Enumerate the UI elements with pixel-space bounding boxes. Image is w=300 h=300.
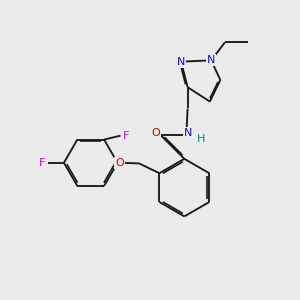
Text: F: F [38,158,45,168]
Text: N: N [207,56,215,65]
Text: O: O [151,128,160,138]
Text: O: O [115,158,124,168]
Text: F: F [123,130,130,141]
Text: H: H [196,134,205,143]
Text: N: N [177,57,185,67]
Text: N: N [183,128,192,138]
